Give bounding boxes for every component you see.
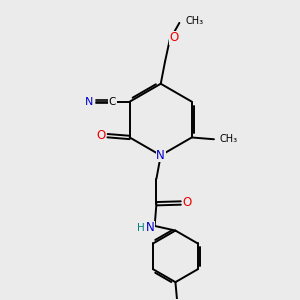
- Text: H: H: [137, 223, 145, 233]
- Text: N: N: [146, 221, 154, 234]
- Text: N: N: [85, 97, 94, 107]
- Text: O: O: [97, 129, 106, 142]
- Text: CH₃: CH₃: [220, 134, 238, 144]
- Text: N: N: [156, 149, 165, 162]
- Text: O: O: [169, 32, 178, 44]
- Text: C: C: [109, 97, 116, 107]
- Text: CH₃: CH₃: [185, 16, 203, 26]
- Text: O: O: [183, 196, 192, 209]
